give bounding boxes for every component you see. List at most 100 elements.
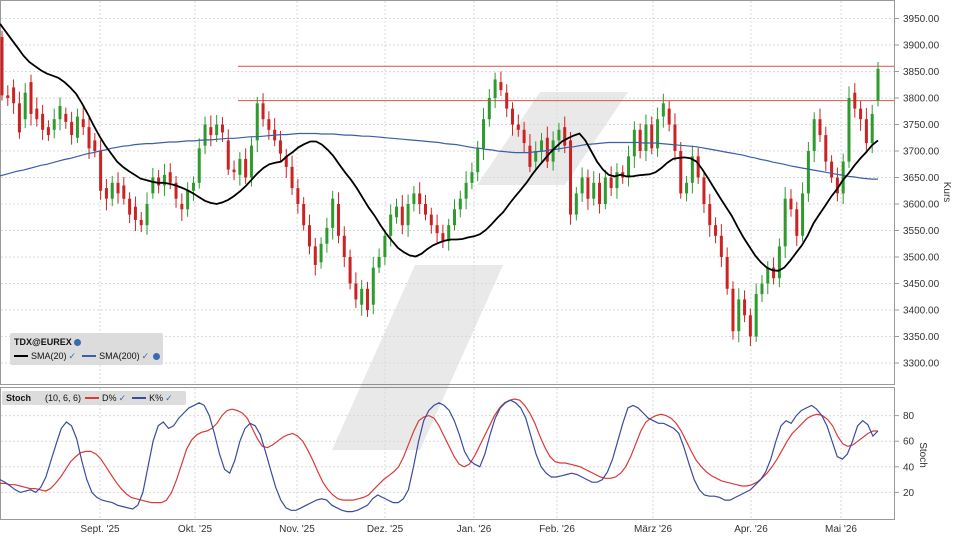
- candle-body-46: [267, 119, 271, 130]
- candle-body-97: [563, 127, 567, 146]
- candle-body-90: [522, 129, 526, 144]
- candle-body-36: [209, 127, 213, 136]
- candle-body-139: [806, 151, 810, 194]
- candle-body-23: [133, 206, 137, 220]
- candle-body-26: [151, 177, 155, 194]
- candle-body-62: [360, 288, 364, 305]
- candle-body-75: [435, 225, 439, 234]
- candle-body-70: [406, 204, 410, 226]
- x-tick-label-1: Okt. '25: [178, 524, 213, 535]
- candle-body-65: [377, 257, 381, 268]
- candle-body-66: [383, 235, 387, 257]
- candle-body-92: [534, 151, 538, 162]
- candle-body-16: [93, 140, 97, 151]
- candle-body-149: [864, 119, 868, 144]
- candle-body-146: [847, 98, 851, 162]
- x-tick-label-7: Apr. '26: [734, 524, 768, 535]
- candle-body-12: [70, 121, 74, 136]
- candle-body-131: [760, 283, 764, 295]
- candle-body-41: [238, 158, 242, 175]
- candle-body-68: [394, 206, 398, 218]
- candle-body-104: [603, 177, 607, 204]
- candle-body-50: [290, 166, 294, 189]
- candle-body-82: [476, 148, 480, 173]
- candle-body-83: [482, 119, 486, 149]
- candle-body-3: [17, 103, 21, 133]
- watermark-shape-top: [477, 92, 628, 185]
- sma20-line: [0, 23, 879, 272]
- candle-body-67: [389, 214, 393, 236]
- candle-body-53: [307, 225, 311, 247]
- stoch-y-label-2: 60: [903, 437, 915, 448]
- candle-body-33: [191, 182, 195, 191]
- candle-body-77: [447, 225, 451, 242]
- x-tick-label-6: März '26: [634, 524, 672, 535]
- candle-body-120: [696, 156, 700, 178]
- candle-body-144: [835, 177, 839, 194]
- candle-body-122: [708, 204, 712, 226]
- candle-body-102: [592, 182, 596, 199]
- price-y-label-9: 3750.00: [903, 120, 940, 131]
- symbol-label: TDX@EUREX: [14, 337, 72, 347]
- candle-body-121: [702, 177, 706, 204]
- candle-body-42: [244, 158, 248, 178]
- candle-body-143: [830, 161, 834, 178]
- candle-body-113: [656, 119, 660, 149]
- stoch-y-label-1: 40: [903, 462, 915, 473]
- stoch-y-label-0: 20: [903, 488, 915, 499]
- candle-body-84: [487, 98, 491, 120]
- candle-body-148: [859, 108, 863, 120]
- candle-body-134: [777, 246, 781, 279]
- candle-body-127: [737, 299, 741, 332]
- candle-body-72: [418, 193, 422, 204]
- candle-body-24: [139, 219, 143, 226]
- candle-body-39: [226, 140, 230, 170]
- price-legend-title-row: TDX@EUREX: [10, 335, 163, 349]
- candle-body-54: [313, 246, 317, 265]
- candle-body-38: [220, 124, 224, 133]
- candle-body-89: [516, 124, 520, 130]
- candle-body-31: [180, 204, 184, 210]
- candle-body-115: [667, 108, 671, 125]
- stoch-k-line: [0, 399, 879, 513]
- price-y-label-7: 3650.00: [903, 173, 940, 184]
- stoch-title: Stoch: [6, 393, 32, 403]
- candle-body-27: [157, 177, 161, 186]
- sma200-check-icon[interactable]: ✓: [141, 350, 150, 361]
- d-check-icon[interactable]: ✓: [118, 392, 127, 403]
- candle-body-11: [64, 113, 68, 122]
- price-legend: TDX@EUREX SMA(20) ✓ SMA(200) ✓: [10, 333, 163, 365]
- d-swatch: [85, 397, 100, 399]
- price-legend-series-row: SMA(20) ✓ SMA(200) ✓: [10, 349, 163, 363]
- candle-body-108: [627, 156, 631, 178]
- k-check-icon[interactable]: ✓: [165, 392, 173, 403]
- candle-body-137: [795, 209, 799, 236]
- price-y-label-12: 3900.00: [903, 41, 940, 52]
- candle-body-96: [557, 129, 561, 141]
- candle-body-73: [423, 204, 427, 215]
- price-y-label-11: 3850.00: [903, 67, 940, 78]
- candle-body-58: [336, 204, 340, 236]
- candle-body-128: [743, 299, 747, 316]
- stoch-y-label-3: 80: [903, 411, 915, 422]
- candle-body-4: [23, 92, 27, 120]
- candle-body-6: [35, 108, 39, 120]
- candle-body-126: [731, 288, 735, 332]
- price-y-label-8: 3700.00: [903, 147, 940, 158]
- sma20-check-icon[interactable]: ✓: [68, 350, 77, 361]
- candle-body-132: [766, 267, 770, 284]
- candle-body-138: [801, 193, 805, 236]
- candle-body-114: [661, 103, 665, 117]
- price-y-label-5: 3550.00: [903, 226, 940, 237]
- info-icon[interactable]: [73, 338, 81, 346]
- settings-dot-icon[interactable]: [153, 352, 161, 360]
- grid-lines: [1, 1, 894, 519]
- candle-body-34: [197, 148, 201, 183]
- candle-body-9: [52, 119, 56, 130]
- stoch-legend-row: Stoch (10, 6, 6) D% ✓ K% ✓: [2, 391, 186, 405]
- candle-body-145: [841, 161, 845, 194]
- watermark-logo: [332, 92, 628, 450]
- candle-body-141: [818, 119, 822, 136]
- candle-body-99: [574, 193, 578, 215]
